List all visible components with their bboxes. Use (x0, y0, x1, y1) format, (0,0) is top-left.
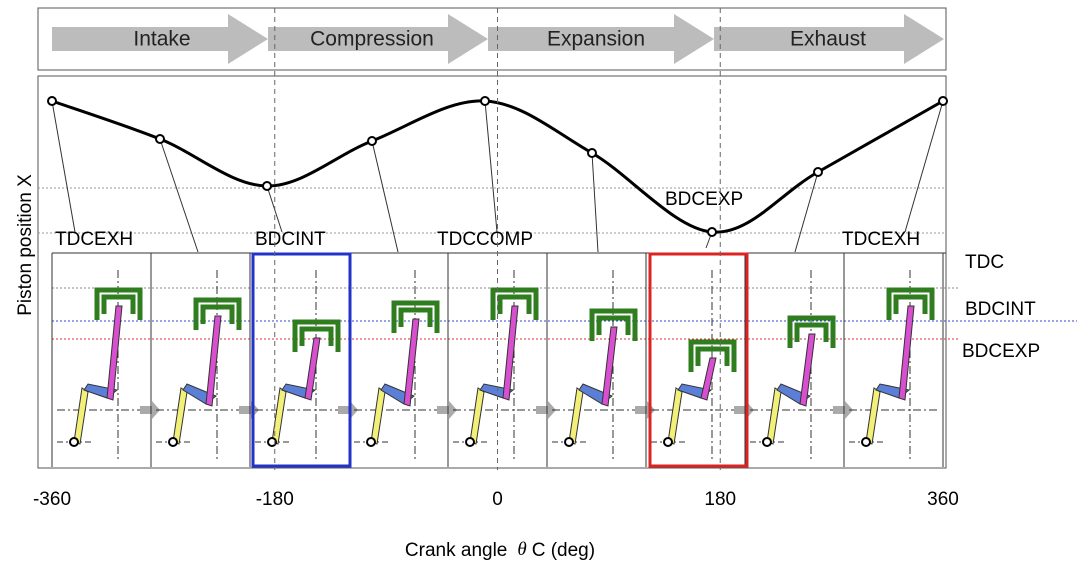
curve-point (48, 97, 56, 105)
pivot (565, 438, 573, 446)
pivot (367, 438, 375, 446)
curve-point (156, 135, 164, 143)
x-tick-label: -360 (33, 489, 71, 510)
pivot (862, 438, 870, 446)
phase-label: Expansion (547, 28, 645, 51)
curve-point (939, 97, 947, 105)
pivot (169, 438, 177, 446)
x-label-part: Crank angle (405, 540, 507, 561)
ref-label: BDCINT (965, 299, 1036, 320)
y-axis-label: Piston position X (15, 174, 36, 316)
phase-label: Exhaust (790, 28, 866, 51)
x-label-part: C (deg) (532, 540, 595, 561)
curve-point (481, 97, 489, 105)
curve-point (814, 168, 822, 176)
point-label: BDCEXP (665, 189, 743, 210)
plot-frame (38, 76, 946, 468)
point-label: BDCINT (255, 229, 326, 250)
point-label: TDCEXH (55, 229, 133, 250)
point-label: TDCCOMP (437, 229, 533, 250)
pivot (763, 438, 771, 446)
x-tick-label: 180 (704, 489, 736, 510)
curve-point (368, 137, 376, 145)
diagram: Intake Compression Expansion Exhaust TDC… (0, 0, 1077, 569)
curve-point (263, 182, 271, 190)
phase-label: Intake (133, 28, 190, 51)
ref-label: BDCEXP (962, 341, 1040, 362)
point-label: TDCEXH (842, 229, 920, 250)
pivot (664, 438, 672, 446)
x-axis-label: Crank angle θ C (deg) (405, 539, 595, 561)
curve-point (708, 228, 716, 236)
ref-label: TDC (965, 252, 1004, 273)
x-tick-label: -180 (256, 489, 294, 510)
pivot (70, 438, 78, 446)
x-tick-label: 0 (492, 489, 503, 510)
x-tick-label: 360 (927, 489, 959, 510)
x-label-theta: θ (517, 539, 526, 560)
phase-label: Compression (310, 28, 434, 51)
pivot (466, 438, 474, 446)
curve-point (588, 149, 596, 157)
